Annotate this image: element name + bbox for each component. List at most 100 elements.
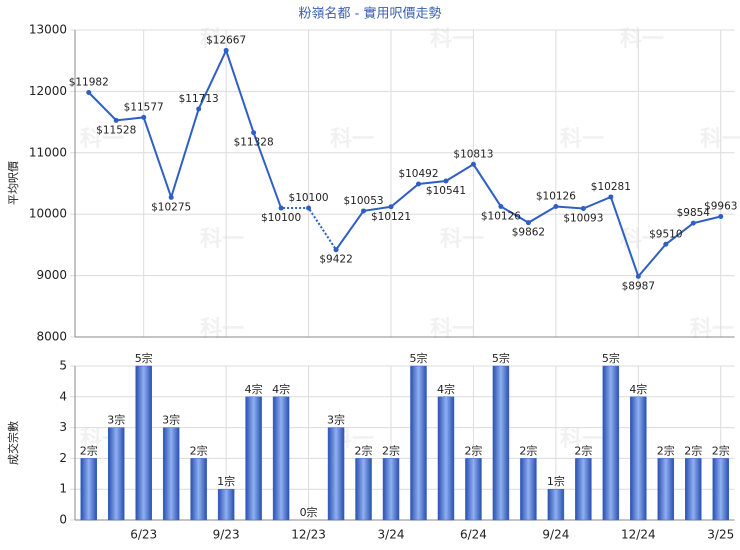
y-axis-label: 平均呎價 (6, 161, 20, 205)
point (306, 205, 312, 211)
data-label: 1宗 (217, 474, 235, 488)
bar (190, 458, 207, 521)
data-label: $11328 (234, 137, 274, 149)
data-label: $10053 (343, 195, 383, 207)
data-label: $10813 (453, 148, 493, 160)
bar (685, 458, 702, 521)
y-tick-label: 9000 (36, 268, 67, 282)
data-label: 3宗 (327, 413, 345, 427)
point (223, 47, 229, 53)
data-label: 2宗 (684, 443, 702, 457)
point (251, 130, 257, 136)
data-label: 5宗 (409, 351, 427, 365)
bar (437, 396, 455, 521)
data-label: 3宗 (162, 413, 180, 427)
data-label: $10275 (151, 201, 191, 213)
data-label: 5宗 (135, 351, 153, 365)
y-tick-label: 8000 (36, 330, 67, 344)
data-label: $9963 (704, 200, 737, 212)
y-tick-label: 13000 (29, 23, 67, 37)
data-label: $9862 (512, 227, 545, 239)
data-label: $8987 (622, 280, 655, 292)
data-label: 4宗 (272, 382, 290, 396)
data-label: 2宗 (519, 443, 537, 457)
data-label: $9510 (649, 228, 682, 240)
x-tick-label: 9/23 (213, 528, 240, 542)
bar (575, 458, 592, 521)
x-tick-label: 6/24 (460, 528, 487, 542)
data-label: 2宗 (355, 443, 373, 457)
data-label: 2宗 (190, 443, 208, 457)
bar (602, 365, 620, 521)
y-tick-label: 2 (59, 451, 67, 465)
point (498, 203, 504, 209)
point (415, 181, 421, 187)
bar (162, 427, 180, 521)
price-line (88, 47, 721, 279)
data-label: 2宗 (464, 443, 482, 457)
data-label: $9422 (319, 254, 352, 266)
watermark: 科一 (690, 317, 734, 342)
point (333, 247, 339, 253)
data-label: $10121 (371, 211, 411, 223)
watermark: 科一 (440, 227, 484, 252)
data-label: 2宗 (382, 443, 400, 457)
y-axis-label: 成交宗數 (6, 421, 20, 465)
data-label: $10281 (591, 181, 631, 193)
point (580, 205, 586, 211)
watermark: 科一 (560, 127, 604, 152)
point (196, 106, 202, 112)
data-label: 5宗 (492, 351, 510, 365)
y-tick-label: 5 (59, 359, 67, 373)
y-tick-label: 0 (59, 513, 67, 527)
data-label: 3宗 (107, 413, 125, 427)
data-label: $11528 (96, 124, 136, 136)
watermark: 科一 (430, 27, 474, 52)
point (86, 90, 92, 96)
x-tick-label: 6/23 (130, 528, 157, 542)
point (388, 204, 394, 210)
point (525, 220, 531, 226)
point (718, 213, 724, 219)
y-tick-label: 12000 (29, 84, 67, 98)
bar (382, 458, 400, 521)
point (470, 161, 476, 167)
data-label: $10541 (426, 185, 466, 197)
y-tick-label: 3 (59, 420, 67, 434)
bar (712, 458, 730, 521)
data-label: $12667 (206, 34, 246, 46)
watermark: 科一 (200, 317, 244, 342)
data-label: $11577 (124, 101, 164, 113)
bar (135, 365, 152, 521)
x-tick-label: 9/24 (542, 528, 569, 542)
bar (217, 488, 235, 521)
data-label: 2宗 (80, 443, 98, 457)
data-label: 2宗 (657, 443, 675, 457)
watermark: 科一 (200, 27, 244, 52)
data-label: $10126 (536, 190, 576, 202)
bar (465, 458, 482, 521)
data-label: 0宗 (300, 505, 318, 519)
point (278, 205, 284, 211)
watermark: 科一 (620, 27, 664, 52)
data-label: $11713 (179, 93, 219, 105)
bar (410, 365, 427, 521)
bar (272, 396, 290, 521)
watermark: 科一 (330, 127, 374, 152)
x-tick-label: 12/24 (621, 528, 656, 542)
x-tick-label: 3/25 (707, 528, 734, 542)
data-label: $10100 (261, 212, 301, 224)
data-label: 5宗 (602, 351, 620, 365)
point (443, 178, 449, 184)
x-tick-label: 12/23 (291, 528, 326, 542)
data-label: $9854 (677, 207, 711, 219)
data-label: 2宗 (712, 443, 730, 457)
bar (327, 427, 345, 521)
watermark: 科一 (200, 227, 244, 252)
y-tick-label: 11000 (29, 145, 67, 159)
point (635, 273, 641, 279)
y-tick-label: 4 (59, 389, 67, 403)
data-label: 4宗 (437, 382, 455, 396)
bar (492, 365, 510, 521)
